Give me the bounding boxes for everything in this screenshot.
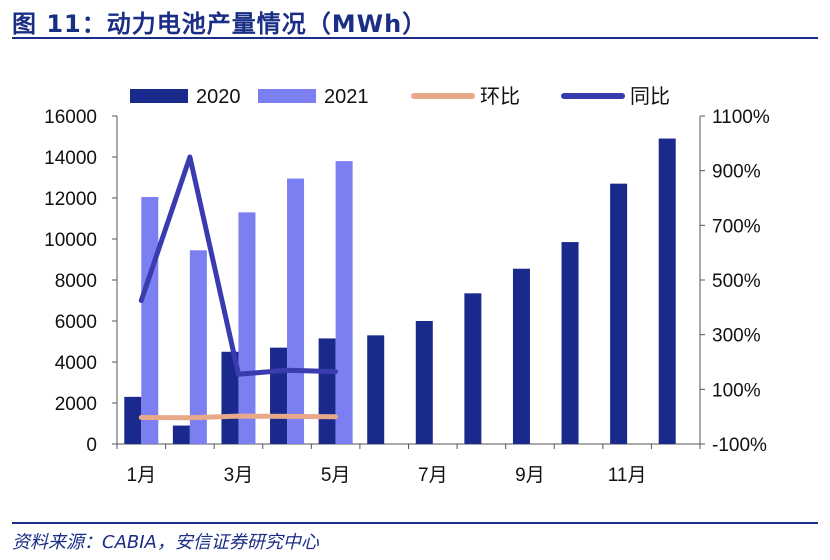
y-right-tick-label: 100% xyxy=(712,380,761,401)
bar-2021 xyxy=(141,196,159,444)
source-note: 资料来源：CABIA，安信证券研究中心 xyxy=(12,532,319,553)
battery-production-chart: 0 2000 4000 6000 8000 10000 12000 14000 16000 -10… xyxy=(44,85,770,486)
bar-2020 xyxy=(464,293,482,444)
chart-bars xyxy=(124,138,676,445)
bar-2020 xyxy=(124,396,142,444)
y-left-tick-label: 14000 xyxy=(44,148,97,169)
bar-2020 xyxy=(610,183,628,444)
bar-2020 xyxy=(270,347,288,444)
legend-swatch-2021 xyxy=(258,89,316,103)
title-divider xyxy=(12,37,818,39)
y-right-tick-label: 500% xyxy=(712,271,761,292)
bar-2021 xyxy=(335,161,353,444)
x-tick-label: 1月 xyxy=(127,465,157,486)
bar-2020 xyxy=(172,425,190,444)
y-left-tick-label: 16000 xyxy=(44,107,97,128)
y-left-tick-label: 6000 xyxy=(55,312,97,333)
y-left-tick-label: 0 xyxy=(86,435,97,456)
legend-label-环比: 环比 xyxy=(480,85,520,108)
bar-2020 xyxy=(221,351,239,444)
y-right-tick-label: 300% xyxy=(712,326,761,347)
x-tick-label: 5月 xyxy=(321,465,351,486)
y-right-tick-label: 700% xyxy=(712,216,761,237)
footer-divider xyxy=(12,522,818,524)
y-left-tick-label: 8000 xyxy=(55,271,97,292)
y-left-tick-label: 4000 xyxy=(55,353,97,374)
chart-axes xyxy=(112,115,705,449)
bar-2020 xyxy=(318,338,336,444)
chart-title: 图 11：动力电池产量情况（MWh） xyxy=(12,10,428,38)
x-tick-label: 3月 xyxy=(224,465,254,486)
chart-legend: 2020 2021 环比 同比 xyxy=(130,85,670,108)
line-同比 xyxy=(138,154,339,377)
legend-swatch-2020 xyxy=(130,89,188,103)
y-left-tick-label: 2000 xyxy=(55,394,97,415)
line-环比 xyxy=(138,413,339,421)
legend-label-同比: 同比 xyxy=(630,85,670,108)
bar-2020 xyxy=(658,138,676,445)
y-right-tick-label: 900% xyxy=(712,162,761,183)
bar-2021 xyxy=(189,250,207,444)
y-right-tick-label: -100% xyxy=(712,435,767,456)
chart-tick-labels: 0 2000 4000 6000 8000 10000 12000 14000 16000 -10… xyxy=(44,107,770,486)
bar-2020 xyxy=(512,268,530,444)
y-left-tick-label: 10000 xyxy=(44,230,97,251)
bar-2020 xyxy=(561,242,579,444)
y-right-tick-label: 1100% xyxy=(712,107,770,128)
x-tick-label: 7月 xyxy=(418,465,448,486)
y-left-tick-label: 12000 xyxy=(44,189,97,210)
legend-label-2021: 2021 xyxy=(324,86,369,108)
bar-2021 xyxy=(287,178,305,444)
x-tick-label: 9月 xyxy=(515,465,545,486)
bar-2020 xyxy=(415,321,433,444)
legend-label-2020: 2020 xyxy=(196,86,241,108)
bar-2021 xyxy=(238,212,256,444)
x-tick-label: 11月 xyxy=(608,465,647,486)
chart-lines xyxy=(138,154,339,421)
bar-2020 xyxy=(367,335,385,444)
